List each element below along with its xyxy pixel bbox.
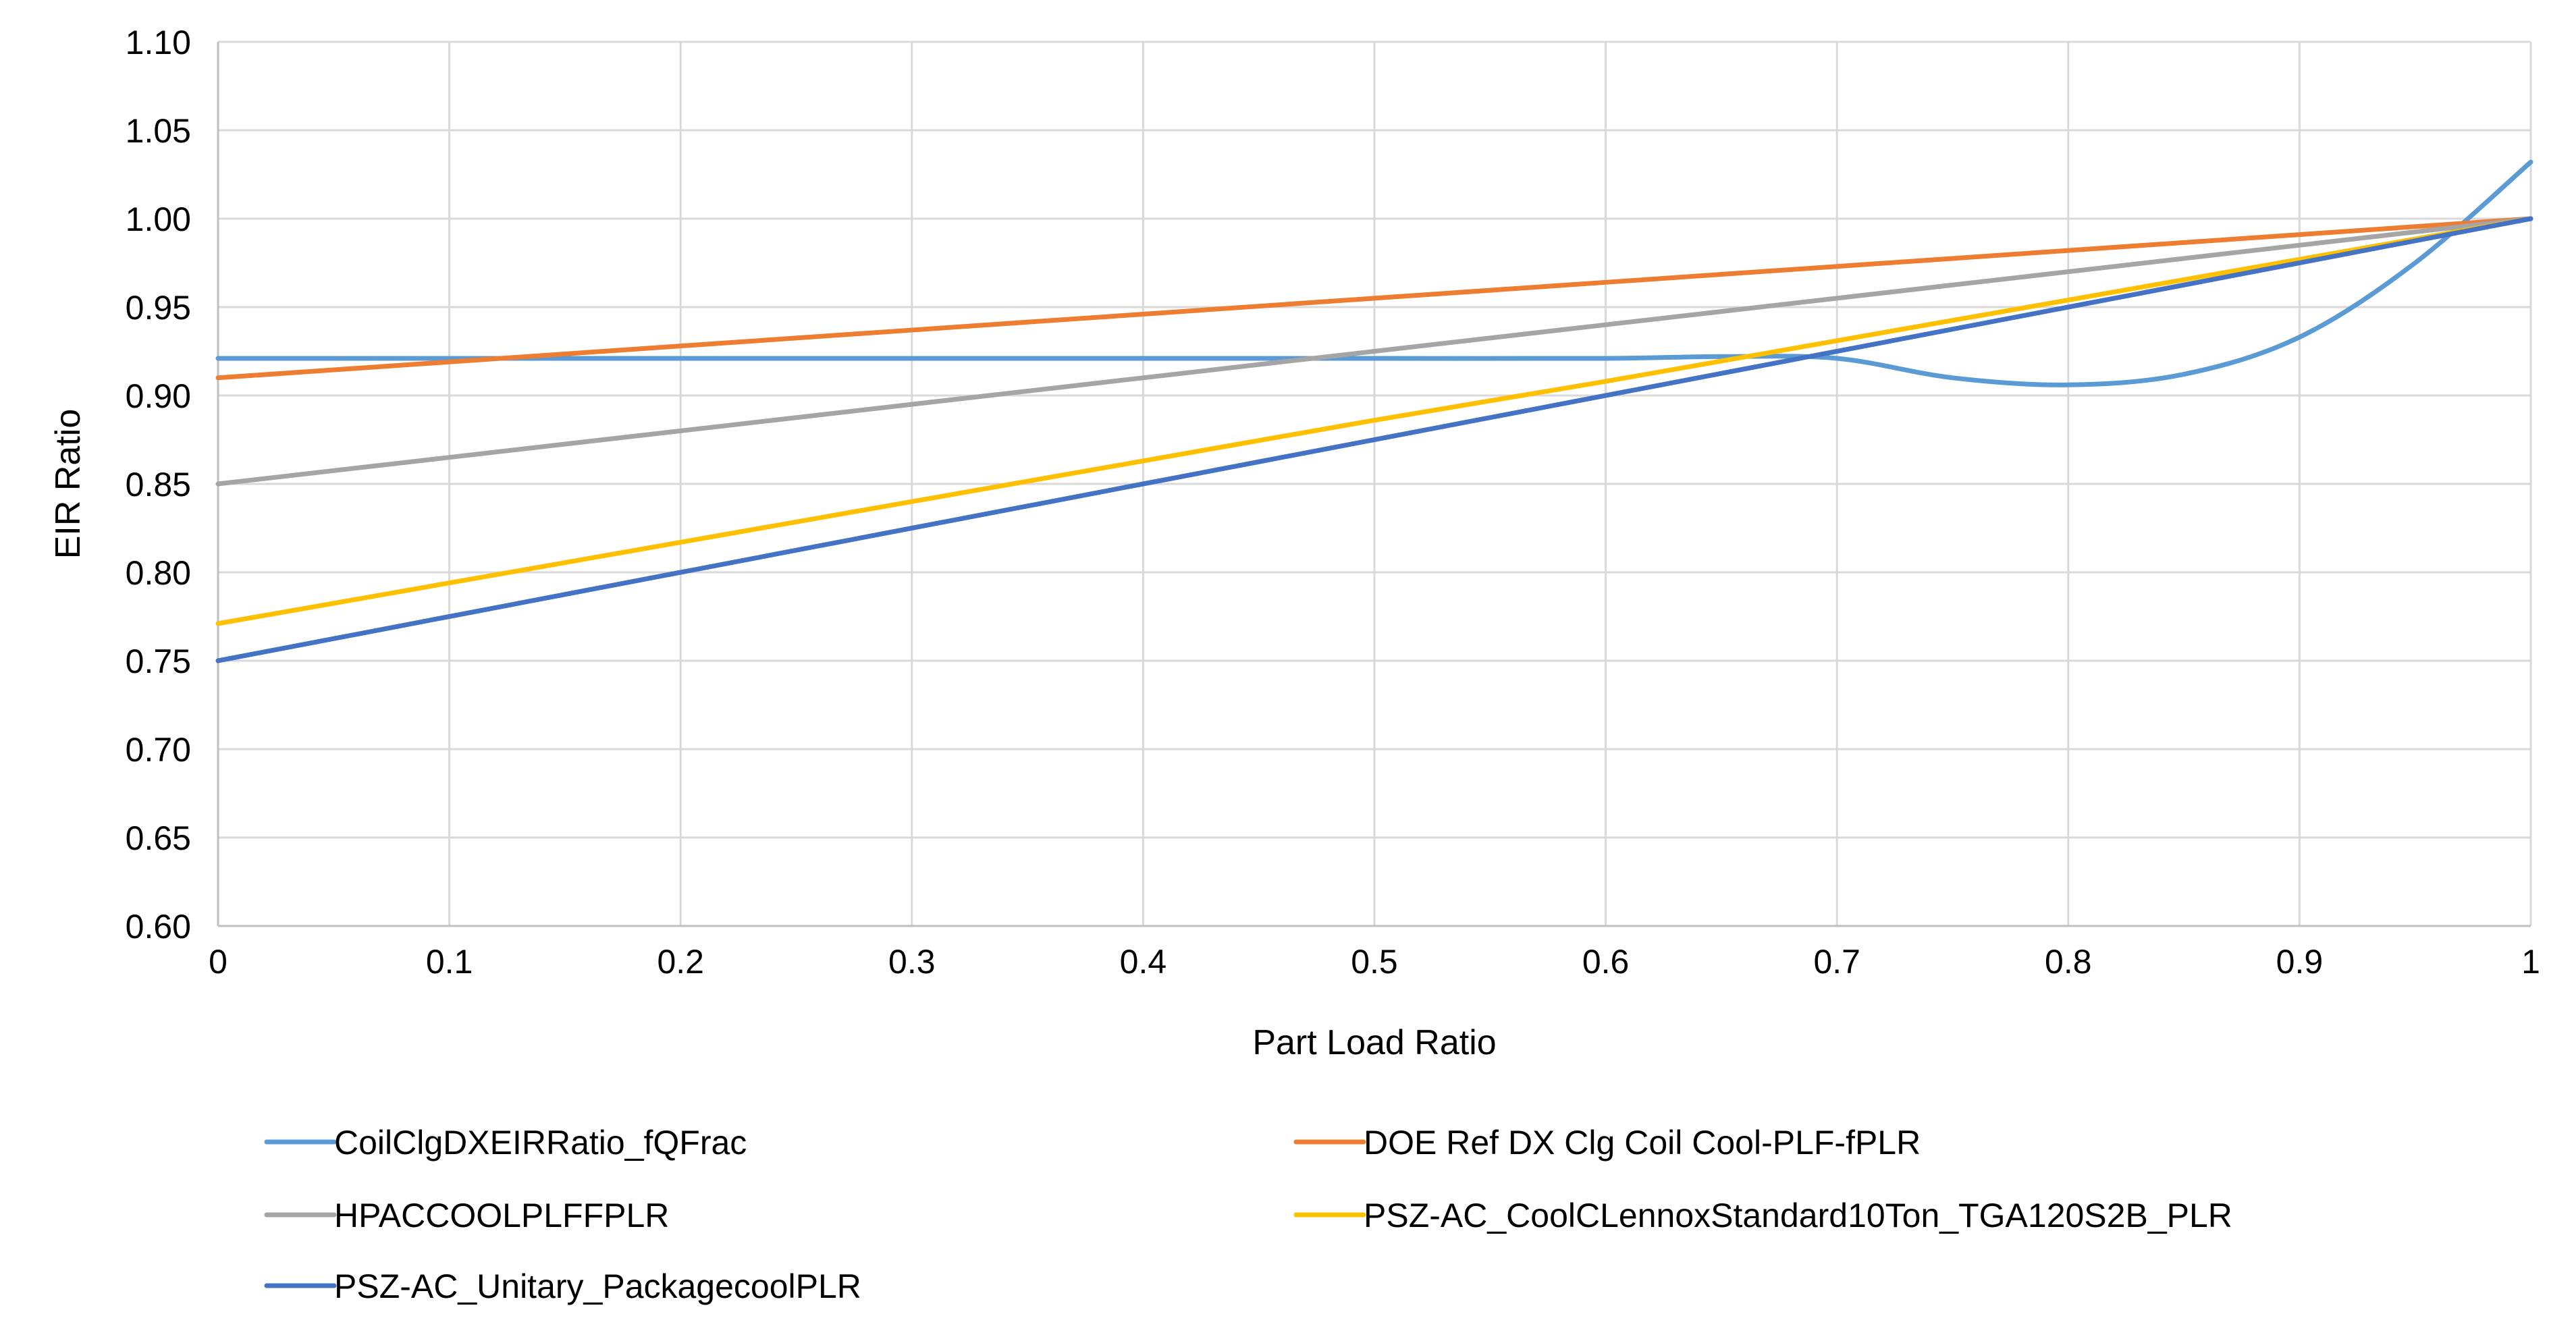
- legend-item: CoilClgDXEIRRatio_fQFrac: [264, 1124, 747, 1162]
- x-tick-label: 0.3: [888, 943, 936, 981]
- gridlines: [217, 40, 2532, 927]
- legend: CoilClgDXEIRRatio_fQFrac DOE Ref DX Clg C…: [264, 1124, 2232, 1305]
- x-tick-label: 0.9: [2276, 943, 2324, 981]
- legend-label: CoilClgDXEIRRatio_fQFrac: [334, 1124, 747, 1162]
- legend-label: HPACCOOLPLFFPLR: [334, 1197, 669, 1234]
- y-tick-label: 1.10: [126, 24, 191, 61]
- legend-label: PSZ-AC_CoolCLennoxStandard10Ton_TGA120S2…: [1364, 1197, 2232, 1234]
- y-tick-label: 0.95: [126, 289, 191, 327]
- series-line-5: [215, 216, 2533, 663]
- y-tick-label: 0.70: [126, 731, 191, 769]
- x-tick-label: 0: [209, 943, 227, 981]
- y-axis-title: EIR Ratio: [49, 409, 88, 559]
- x-tick-label: 0.5: [1351, 943, 1398, 981]
- series-line-2: [215, 216, 2533, 381]
- x-tick-label: 0.4: [1120, 943, 1167, 981]
- x-tick-label: 0.7: [1813, 943, 1860, 981]
- x-axis-title: Part Load Ratio: [1252, 1023, 1496, 1062]
- y-tick-label: 0.85: [126, 466, 191, 503]
- series-line-3: [215, 216, 2533, 487]
- series-line-1: [215, 159, 2533, 387]
- y-tick-label: 0.65: [126, 819, 191, 857]
- x-tick-label: 0.6: [1582, 943, 1630, 981]
- legend-item: PSZ-AC_Unitary_PackagecoolPLR: [264, 1267, 861, 1305]
- x-tick-label: 1: [2521, 943, 2540, 981]
- x-tick-label: 0.8: [2045, 943, 2092, 981]
- y-tick-label: 0.80: [126, 554, 191, 592]
- x-tick-label: 0.2: [657, 943, 704, 981]
- x-tick-label: 0.1: [426, 943, 473, 981]
- legend-label: DOE Ref DX Clg Coil Cool-PLF-fPLR: [1364, 1124, 1921, 1162]
- y-tick-label: 0.75: [126, 643, 191, 680]
- y-tick-label: 0.60: [126, 908, 191, 946]
- legend-item: HPACCOOLPLFFPLR: [264, 1197, 669, 1234]
- y-tick-label: 0.90: [126, 377, 191, 415]
- y-tick-label: 1.05: [126, 112, 191, 150]
- tick-labels: 0.600.650.700.750.800.850.900.951.001.05…: [126, 24, 2540, 981]
- legend-item: PSZ-AC_CoolCLennoxStandard10Ton_TGA120S2…: [1293, 1197, 2232, 1234]
- series-line-4: [215, 216, 2533, 626]
- legend-label: PSZ-AC_Unitary_PackagecoolPLR: [334, 1267, 861, 1305]
- series-lines: [215, 159, 2533, 663]
- y-tick-label: 1.00: [126, 200, 191, 238]
- legend-item: DOE Ref DX Clg Coil Cool-PLF-fPLR: [1293, 1124, 1921, 1162]
